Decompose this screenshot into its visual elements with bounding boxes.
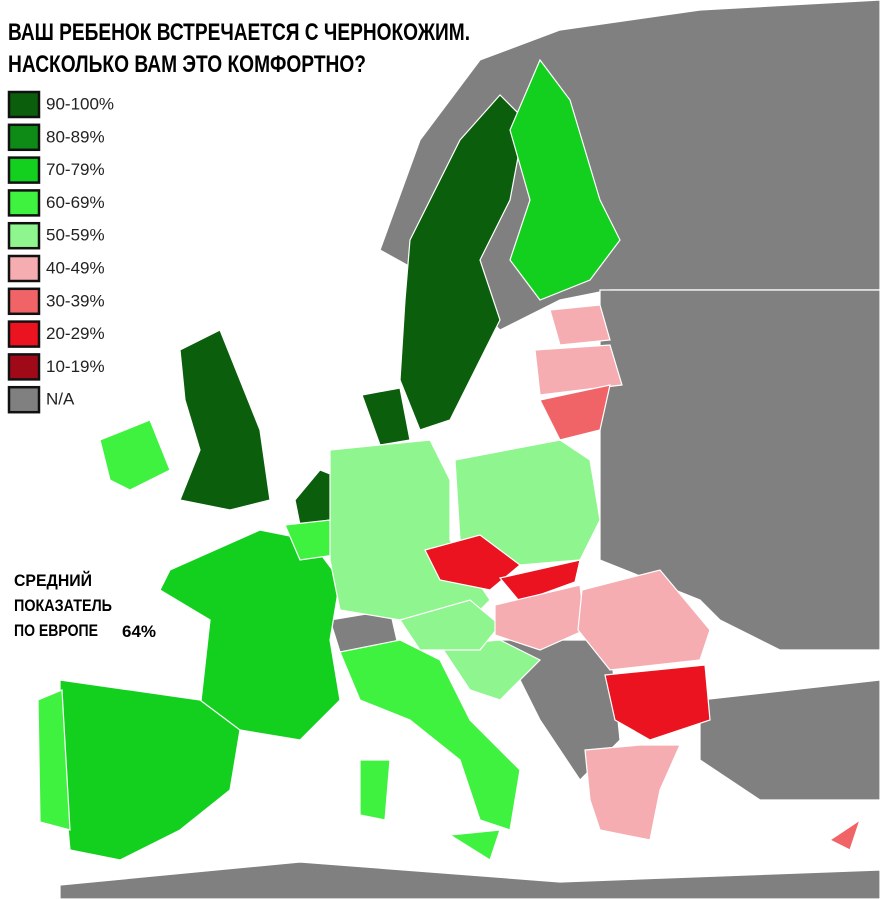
note-value: 64%	[122, 622, 156, 641]
region	[584, 744, 681, 841]
legend-label: 90-100%	[46, 94, 114, 113]
legend-swatch	[7, 123, 41, 152]
region	[498, 559, 581, 603]
legend: 90-100% 80-89% 70-79% 60-69% 50-59% 40-49% 30-…	[7, 90, 114, 414]
region	[534, 344, 623, 396]
note-line: СРЕДНИЙ	[14, 571, 92, 590]
legend-swatch	[7, 156, 41, 184]
legend-swatch	[7, 254, 41, 283]
region	[539, 384, 611, 441]
region	[549, 304, 611, 346]
region	[59, 861, 880, 899]
region	[339, 639, 521, 831]
legend-label: 70-79%	[46, 160, 105, 179]
region	[509, 58, 621, 301]
region	[699, 679, 880, 801]
region	[448, 829, 501, 861]
legend-label: 80-89%	[46, 127, 105, 146]
note-line: ПОКАЗАТЕЛЬ	[14, 596, 112, 615]
legend-label: 40-49%	[46, 258, 105, 277]
region	[828, 818, 862, 851]
legend-label: 30-39%	[46, 291, 105, 310]
map-regions	[37, 0, 880, 899]
region	[399, 94, 526, 431]
region	[99, 419, 171, 491]
legend-label: 10-19%	[46, 357, 105, 376]
legend-swatch	[7, 320, 41, 348]
legend-swatch	[7, 287, 41, 316]
region	[494, 584, 586, 651]
region	[577, 569, 711, 671]
region	[604, 664, 711, 741]
region	[399, 599, 501, 651]
legend-swatch	[7, 189, 41, 217]
region	[179, 329, 271, 511]
legend-swatch	[7, 90, 41, 119]
region	[359, 759, 391, 821]
region	[438, 639, 542, 701]
region	[599, 289, 880, 651]
region	[361, 387, 411, 446]
legend-label: N/A	[46, 390, 75, 409]
legend-label: 20-29%	[46, 324, 105, 343]
note-line: ПО ЕВРОПЕ	[14, 621, 98, 640]
legend-label: 50-59%	[46, 226, 105, 245]
title-line: НАСКОЛЬКО ВАМ ЭТО КОМФОРТНО?	[8, 51, 366, 78]
title-line: ВАШ РЕБЕНОК ВСТРЕЧАЕТСЯ С ЧЕРНОКОЖИМ.	[8, 19, 470, 46]
legend-label: 60-69%	[46, 193, 105, 212]
legend-swatch	[7, 385, 41, 414]
region	[37, 689, 71, 831]
legend-swatch	[7, 221, 41, 250]
legend-swatch	[7, 353, 41, 381]
